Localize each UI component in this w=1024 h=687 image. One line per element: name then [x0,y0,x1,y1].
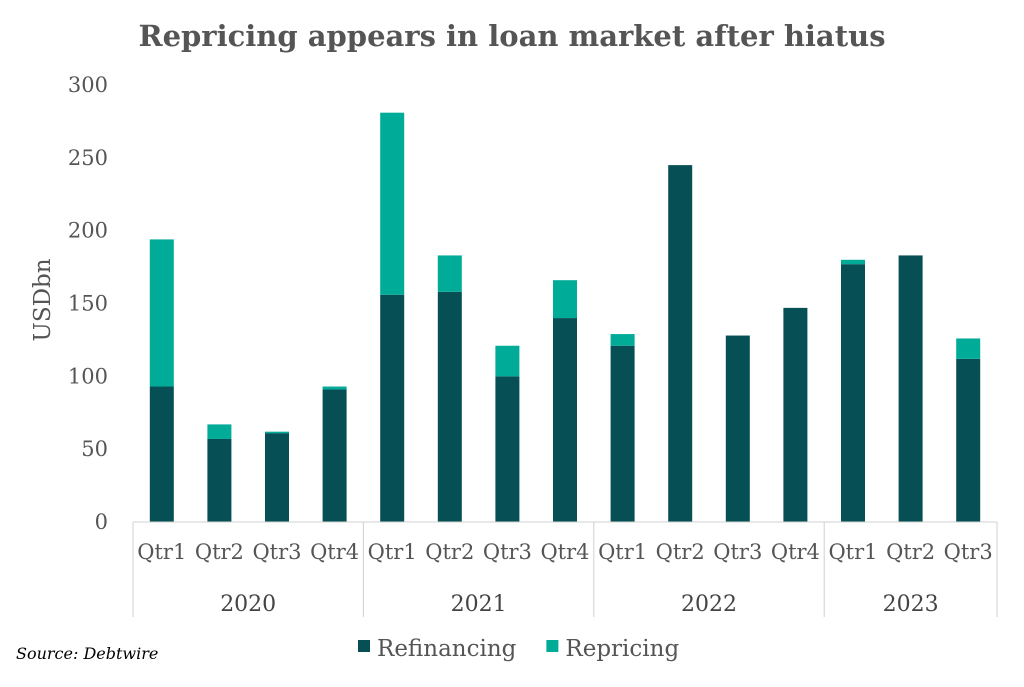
x-tick-label: Qtr2 [886,540,935,564]
x-tick-label: Qtr3 [713,540,762,564]
y-tick-label: 100 [68,364,108,388]
bar-refinancing-2 [207,438,232,522]
x-group-label: 2021 [451,592,507,617]
x-tick-label: Qtr1 [368,540,417,564]
bar-repricing-3 [265,431,289,434]
legend-label-repricing: Repricing [565,636,679,662]
bar-repricing-9 [610,334,635,346]
x-tick-label: Qtr1 [828,540,877,564]
bar-refinancing-12 [783,307,808,522]
x-tick-label: Qtr4 [540,540,589,564]
x-tick-label: Qtr3 [252,540,301,564]
bar-repricing-15 [956,338,981,359]
x-tick-label: Qtr2 [195,540,244,564]
y-tick-label: 150 [68,292,108,316]
legend-swatch-refinancing [358,640,370,652]
bar-refinancing-1 [149,386,174,522]
x-tick-label: Qtr3 [483,540,532,564]
x-group-label: 2023 [883,592,939,617]
bar-refinancing-10 [668,165,693,522]
y-tick-label: 250 [68,146,108,170]
x-tick-label: Qtr3 [944,540,993,564]
x-tick-label: Qtr4 [310,540,359,564]
bar-refinancing-13 [841,264,865,522]
legend-swatch-repricing [546,640,559,652]
bar-repricing-4 [322,386,347,390]
bar-refinancing-9 [610,345,635,522]
bar-repricing-1 [149,239,174,387]
legend: Refinancing Repricing [358,636,679,662]
bar-refinancing-4 [322,389,347,522]
y-axis-ticks: 0 50 100 150 200 250 300 [68,73,108,534]
x-tick-label: Qtr4 [771,540,820,564]
legend-label-refinancing: Refinancing [377,636,517,662]
bar-refinancing-11 [725,335,750,522]
x-tick-label: Qtr2 [425,540,474,564]
bar-refinancing-6 [437,291,462,522]
x-group-label: 2020 [220,592,276,617]
bar-repricing-8 [553,280,577,319]
x-tick-label: Qtr1 [598,540,647,564]
bar-repricing-6 [437,255,462,292]
bar-repricing-7 [495,345,520,377]
source-note: Source: Debtwire [16,644,158,663]
x-axis: Qtr1 Qtr2 Qtr3 Qtr4 Qtr1 Qtr2 Qtr3 Qtr4 Qtr1 Qtr2… [132,521,998,617]
y-tick-label: 0 [95,510,108,534]
bar-refinancing-8 [553,318,577,522]
bar-refinancing-5 [380,294,405,522]
bar-repricing-5 [380,112,405,295]
x-group-label: 2022 [681,592,737,617]
chart-title: Repricing appears in loan market after h… [138,19,885,53]
bar-refinancing-15 [956,358,981,522]
y-tick-label: 200 [68,219,108,243]
bar-repricing-2 [207,424,232,439]
y-tick-label: 300 [68,73,108,97]
x-tick-label: Qtr1 [137,540,186,564]
bars-layer [149,112,981,522]
y-axis-label: USDbn [30,258,56,341]
bar-refinancing-3 [265,433,289,522]
y-tick-label: 50 [81,437,108,461]
x-tick-label: Qtr2 [656,540,705,564]
bar-refinancing-14 [898,255,923,522]
bar-refinancing-7 [495,376,520,522]
bar-repricing-13 [841,259,865,265]
